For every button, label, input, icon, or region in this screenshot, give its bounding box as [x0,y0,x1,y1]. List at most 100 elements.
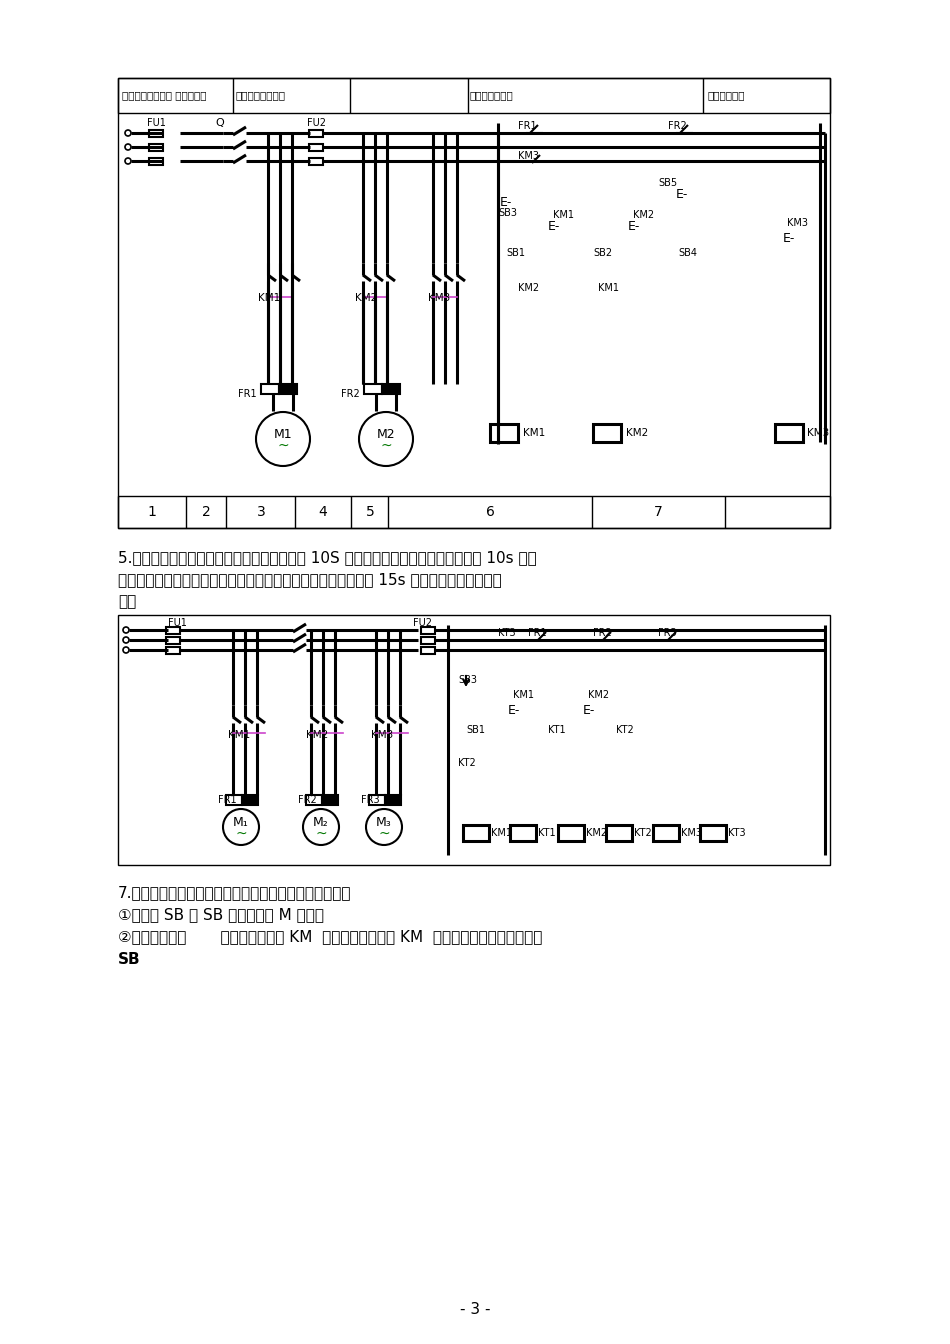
Text: M₁: M₁ [233,816,249,828]
Bar [166,646,180,653]
Text: KM1: KM1 [228,730,250,741]
Circle shape [123,646,129,653]
Circle shape [123,637,129,642]
Text: KT1: KT1 [538,828,556,839]
Text: KM1: KM1 [598,284,619,293]
Text: KM1: KM1 [491,828,512,839]
Text: 5.设计一个把握电路，要求第一台电动机启动 10S 后，其次台电动机自行起动，运行 10s 后，: 5.设计一个把握电路，要求第一台电动机启动 10S 后，其次台电动机自行起动，运… [118,551,537,566]
Bar [309,129,323,137]
Text: E-: E- [676,188,689,202]
Text: FR3: FR3 [361,796,380,805]
Bar [118,616,830,866]
Text: E-: E- [508,703,521,716]
Text: FU2: FU2 [413,618,432,628]
Text: SB: SB [118,952,141,966]
Text: FR1: FR1 [218,796,237,805]
Text: 1: 1 [147,505,157,519]
Text: KM1: KM1 [258,293,280,302]
Text: ~: ~ [315,827,327,841]
Bar [463,825,489,841]
Text: FU2: FU2 [307,118,326,128]
Bar [166,626,180,633]
Text: KM2: KM2 [588,689,609,700]
Text: SB5: SB5 [658,177,677,188]
Text: KT2: KT2 [616,724,634,735]
Text: 电源保护电器开关 主轴电动机: 电源保护电器开关 主轴电动机 [122,90,206,99]
Bar [149,129,163,137]
Text: 行。: 行。 [118,594,136,609]
Text: KT1: KT1 [548,724,565,735]
Bar [385,796,401,805]
Bar [700,825,726,841]
Bar [306,796,322,805]
Bar [322,796,338,805]
Bar [309,144,323,151]
Circle shape [125,159,131,164]
Text: M₂: M₂ [314,816,329,828]
Bar [775,423,803,442]
Circle shape [123,628,129,633]
Circle shape [303,809,339,845]
Text: M2: M2 [377,427,395,441]
Text: KM3: KM3 [428,293,450,302]
Text: KM3: KM3 [787,218,808,228]
Bar [653,825,679,841]
Bar [261,384,279,394]
Text: KM2: KM2 [586,828,607,839]
Text: KM1: KM1 [523,427,545,438]
Text: FR1: FR1 [528,628,546,638]
Text: E-: E- [500,196,512,210]
Circle shape [223,809,259,845]
Bar [490,423,518,442]
Text: 4: 4 [318,505,328,519]
Bar [421,646,435,653]
Circle shape [359,413,413,466]
Text: 第一台电动机停顿运行并同时使第三台电动机自行起动，再运行 15s 后，电动机全部停顿运: 第一台电动机停顿运行并同时使第三台电动机自行起动，再运行 15s 后，电动机全部… [118,573,502,587]
Text: E-: E- [583,703,596,716]
Bar [279,384,297,394]
Bar [118,78,830,528]
Circle shape [366,809,402,845]
Text: KT3: KT3 [728,828,746,839]
Text: FR1: FR1 [238,388,256,399]
Bar [166,637,180,644]
Text: SB3: SB3 [498,208,517,218]
Bar [149,144,163,151]
Text: ~: ~ [380,439,391,453]
Bar [421,637,435,644]
Text: SB4: SB4 [678,249,697,258]
Text: 7.画出笼型异步电动机的能耗制动把握电路，要求如下。: 7.画出笼型异步电动机的能耗制动把握电路，要求如下。 [118,886,352,900]
Bar [558,825,584,841]
Bar [364,384,382,394]
Bar [149,157,163,164]
Text: ~: ~ [378,827,390,841]
Text: ①用按钮 SB 和 SB 把握电动机 M 的起停: ①用按钮 SB 和 SB 把握电动机 M 的起停 [118,907,324,922]
Text: M₃: M₃ [376,816,391,828]
Text: SB1: SB1 [466,724,485,735]
Text: 3: 3 [256,505,265,519]
Circle shape [125,144,131,151]
Text: FR2: FR2 [593,628,612,638]
Text: KM3: KM3 [518,151,539,161]
Text: E-: E- [548,219,560,233]
Text: KM3: KM3 [681,828,702,839]
Text: SB2: SB2 [593,249,612,258]
Text: ~: ~ [277,439,289,453]
Bar [118,496,830,528]
Text: FR2: FR2 [298,796,316,805]
Circle shape [256,413,310,466]
Text: 7: 7 [654,505,662,519]
Text: 6: 6 [485,505,494,519]
Bar [606,825,632,841]
Text: KT2: KT2 [458,758,476,767]
Text: Q: Q [216,118,224,128]
Text: M1: M1 [274,427,293,441]
Text: KM2: KM2 [355,293,377,302]
Text: 油泵电机把握: 油泵电机把握 [708,90,746,99]
Bar [242,796,258,805]
Bar [382,384,400,394]
Text: E-: E- [783,231,795,245]
Bar [593,423,621,442]
Text: FU1: FU1 [146,118,165,128]
Bar [226,796,242,805]
